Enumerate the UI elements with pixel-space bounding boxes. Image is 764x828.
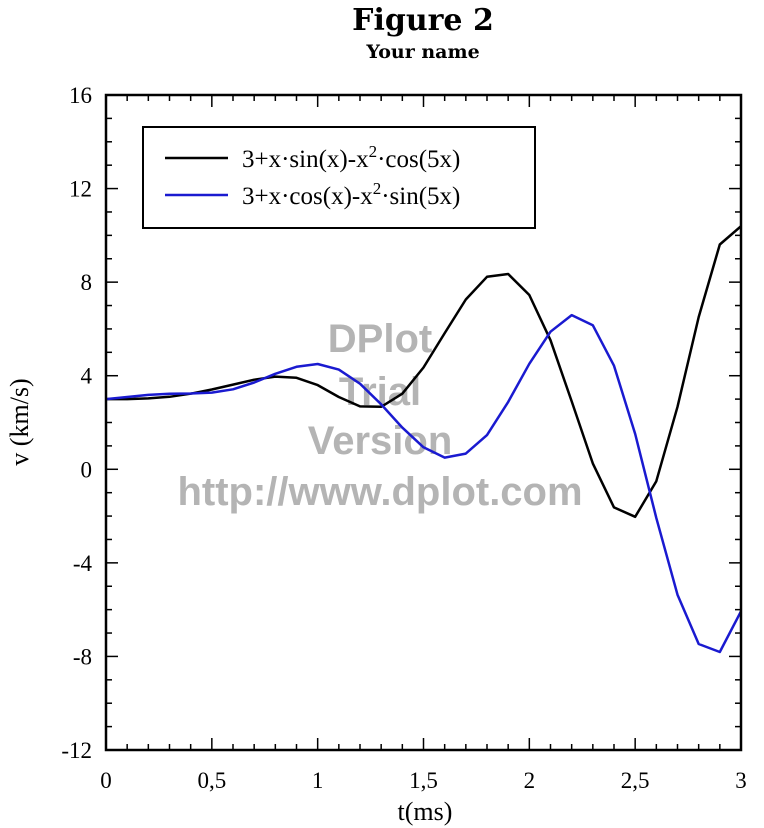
legend-label-series-1: 3+x·sin(x)-x2·cos(5x) xyxy=(242,142,460,173)
y-tick-label: 12 xyxy=(69,177,92,202)
x-tick-label: 2 xyxy=(524,768,536,793)
y-tick-label: 16 xyxy=(69,83,92,108)
tick-labels: 0 0,5 1 1,5 2 2,5 3 -12 -8 -4 0 4 8 12 16 xyxy=(61,83,746,793)
watermark-line: Version xyxy=(308,419,453,463)
watermark-line: http://www.dplot.com xyxy=(177,470,582,514)
y-axis-label: v (km/s) xyxy=(5,378,34,465)
y-tick-label: 0 xyxy=(81,457,93,482)
y-tick-label: -12 xyxy=(61,738,92,763)
x-tick-label: 0 xyxy=(100,768,112,793)
legend-box xyxy=(142,126,536,229)
series-line-2 xyxy=(106,313,741,654)
series-lines xyxy=(106,225,741,654)
legend: 3+x·sin(x)-x2·cos(5x) 3+x·cos(x)-x2·sin(… xyxy=(142,126,536,229)
watermark-line: DPlot xyxy=(328,317,432,361)
chart-title: Figure 2 xyxy=(352,3,494,38)
x-axis-label: t(ms) xyxy=(398,797,453,826)
series-line-1 xyxy=(106,225,741,519)
y-tick-label: 4 xyxy=(81,364,93,389)
chart-subtitle: Your name xyxy=(365,41,479,63)
y-tick-label: -4 xyxy=(73,551,93,576)
x-tick-label: 0,5 xyxy=(197,768,226,793)
y-tick-label: 8 xyxy=(81,270,93,295)
x-tick-label: 2,5 xyxy=(621,768,650,793)
x-tick-label: 3 xyxy=(735,768,747,793)
x-tick-label: 1,5 xyxy=(409,768,438,793)
y-tick-label: -8 xyxy=(73,644,92,669)
plot-frame xyxy=(104,93,743,752)
legend-label-series-2: 3+x·cos(x)-x2·sin(5x) xyxy=(242,179,460,210)
x-tick-label: 1 xyxy=(312,768,324,793)
